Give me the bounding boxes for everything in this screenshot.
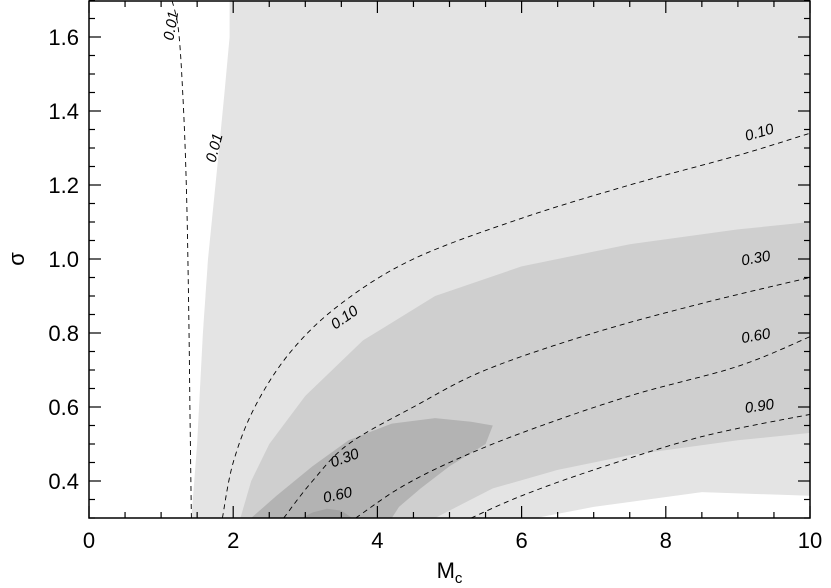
y-tick-label: 1.0 bbox=[48, 247, 79, 272]
contour-line-0.10 bbox=[221, 132, 810, 518]
x-axis-label-subscript: c bbox=[455, 570, 463, 587]
x-axis-label: Mc bbox=[437, 558, 463, 587]
x-tick-label: 4 bbox=[371, 528, 383, 553]
contour-label: 0.01 bbox=[160, 10, 182, 42]
contour-label: 0.60 bbox=[740, 325, 772, 347]
region-medium bbox=[251, 418, 493, 518]
contour-label: 0.90 bbox=[744, 396, 776, 417]
y-tick-label: 1.2 bbox=[48, 173, 79, 198]
contour-label: 0.01 bbox=[203, 132, 227, 165]
x-tick-label: 8 bbox=[660, 528, 672, 553]
y-tick-label: 0.4 bbox=[48, 469, 79, 494]
y-axis-label: σ bbox=[4, 252, 29, 266]
contour-label: 0.60 bbox=[322, 484, 355, 507]
contour-line-0.01 bbox=[171, 0, 192, 518]
contour-label: 0.30 bbox=[740, 247, 772, 269]
y-tick-label: 0.8 bbox=[48, 321, 79, 346]
x-tick-labels: 0 2 4 6 8 10 bbox=[83, 528, 822, 553]
x-tick-label: 0 bbox=[83, 528, 95, 553]
x-tick-label: 6 bbox=[515, 528, 527, 553]
axis-ticks bbox=[88, 0, 811, 519]
y-tick-label: 1.6 bbox=[48, 25, 79, 50]
y-tick-labels: 0.4 0.6 0.8 1.0 1.2 1.4 1.6 bbox=[48, 25, 79, 494]
contour-line-0.60 bbox=[355, 336, 810, 518]
contour-line-0.90 bbox=[470, 413, 810, 518]
filled-regions bbox=[191, 0, 810, 518]
x-tick-label: 10 bbox=[798, 528, 822, 553]
contour-lines bbox=[171, 0, 810, 518]
y-tick-label: 1.4 bbox=[48, 99, 79, 124]
region-dark bbox=[301, 508, 353, 518]
x-axis-label-main: M bbox=[437, 558, 455, 583]
contour-line-0.30 bbox=[283, 277, 810, 518]
x-tick-label: 2 bbox=[227, 528, 239, 553]
y-tick-label: 0.6 bbox=[48, 395, 79, 420]
